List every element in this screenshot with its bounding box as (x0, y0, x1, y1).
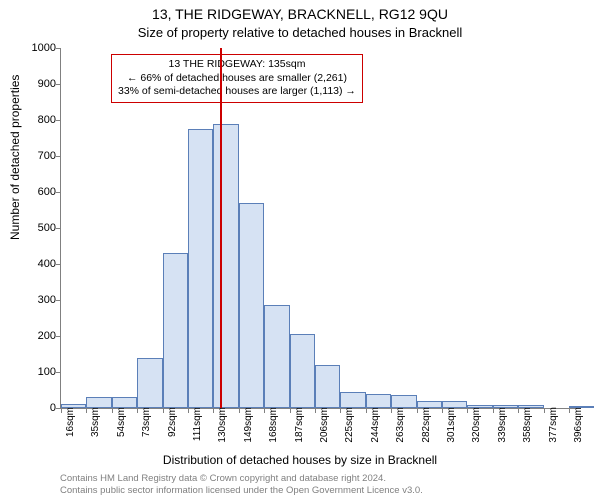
x-tick-mark (518, 408, 519, 413)
x-tick-mark (340, 408, 341, 413)
x-tick-mark (163, 408, 164, 413)
x-tick-label: 92sqm (167, 407, 178, 437)
y-tick: 1000 (21, 42, 56, 54)
x-tick-label: 320sqm (471, 407, 482, 443)
x-tick-mark (188, 408, 189, 413)
x-tick-mark (86, 408, 87, 413)
x-tick-mark (137, 408, 138, 413)
histogram-bar (264, 305, 289, 408)
x-tick-mark (493, 408, 494, 413)
x-tick-label: 130sqm (217, 407, 228, 443)
footer-line: Contains public sector information licen… (60, 485, 423, 497)
histogram-bar (442, 401, 467, 408)
x-tick-label: 73sqm (141, 407, 152, 437)
x-tick-label: 149sqm (243, 407, 254, 443)
histogram-bar (213, 124, 238, 408)
x-tick-label: 282sqm (421, 407, 432, 443)
x-tick-mark (366, 408, 367, 413)
histogram-bar (518, 405, 543, 408)
chart-container: 13, THE RIDGEWAY, BRACKNELL, RG12 9QU Si… (0, 0, 600, 500)
histogram-bar (86, 397, 111, 408)
annotation-line: ← 66% of detached houses are smaller (2,… (118, 72, 356, 86)
x-tick-label: 358sqm (522, 407, 533, 443)
x-tick-label: 263sqm (395, 407, 406, 443)
x-tick-label: 301sqm (446, 407, 457, 443)
histogram-bar (417, 401, 442, 408)
x-tick-mark (239, 408, 240, 413)
x-tick-mark (442, 408, 443, 413)
histogram-bar (493, 405, 518, 408)
x-tick-mark (569, 408, 570, 413)
histogram-bar (163, 253, 188, 408)
x-tick-mark (391, 408, 392, 413)
histogram-bar (569, 406, 594, 408)
y-tick: 300 (21, 294, 56, 306)
x-tick-label: 396sqm (573, 407, 584, 443)
y-axis-label: Number of detached properties (8, 75, 22, 240)
annotation-box: 13 THE RIDGEWAY: 135sqm ← 66% of detache… (111, 54, 363, 103)
x-tick-label: 244sqm (370, 407, 381, 443)
x-tick-label: 16sqm (65, 407, 76, 437)
x-axis-label: Distribution of detached houses by size … (0, 453, 600, 467)
footer-text: Contains HM Land Registry data © Crown c… (60, 473, 423, 498)
reference-line (220, 48, 222, 408)
x-tick-mark (112, 408, 113, 413)
x-tick-mark (264, 408, 265, 413)
y-tick: 900 (21, 78, 56, 90)
x-tick-label: 339sqm (497, 407, 508, 443)
histogram-bar (340, 392, 365, 408)
histogram-bar (315, 365, 340, 408)
histogram-bar (467, 405, 492, 408)
x-tick-mark (544, 408, 545, 413)
histogram-bar (112, 397, 137, 408)
x-tick-label: 111sqm (192, 407, 203, 441)
footer-line: Contains HM Land Registry data © Crown c… (60, 473, 423, 485)
annotation-line: 33% of semi-detached houses are larger (… (118, 85, 356, 99)
y-tick: 0 (21, 402, 56, 414)
histogram-bar (239, 203, 264, 408)
histogram-bar (391, 395, 416, 408)
x-tick-mark (213, 408, 214, 413)
x-tick-label: 377sqm (548, 407, 559, 443)
x-tick-label: 187sqm (294, 407, 305, 443)
x-tick-label: 54sqm (116, 407, 127, 437)
x-tick-mark (61, 408, 62, 413)
y-tick: 500 (21, 222, 56, 234)
histogram-bar (188, 129, 213, 408)
x-tick-label: 168sqm (268, 407, 279, 443)
y-tick: 200 (21, 330, 56, 342)
histogram-bar (290, 334, 315, 408)
x-tick-label: 225sqm (344, 407, 355, 443)
chart-subtitle: Size of property relative to detached ho… (0, 25, 600, 40)
x-tick-mark (467, 408, 468, 413)
y-tick: 700 (21, 150, 56, 162)
histogram-bar (366, 394, 391, 408)
annotation-line: 13 THE RIDGEWAY: 135sqm (118, 58, 356, 72)
y-tick: 400 (21, 258, 56, 270)
histogram-bar (137, 358, 162, 408)
x-tick-mark (417, 408, 418, 413)
y-tick: 100 (21, 366, 56, 378)
plot-area: 13 THE RIDGEWAY: 135sqm ← 66% of detache… (60, 48, 581, 409)
x-tick-mark (315, 408, 316, 413)
x-tick-mark (290, 408, 291, 413)
y-tick: 600 (21, 186, 56, 198)
x-tick-label: 35sqm (90, 407, 101, 437)
x-tick-label: 206sqm (319, 407, 330, 443)
chart-title: 13, THE RIDGEWAY, BRACKNELL, RG12 9QU (0, 6, 600, 22)
histogram-bar (61, 404, 86, 408)
y-tick: 800 (21, 114, 56, 126)
